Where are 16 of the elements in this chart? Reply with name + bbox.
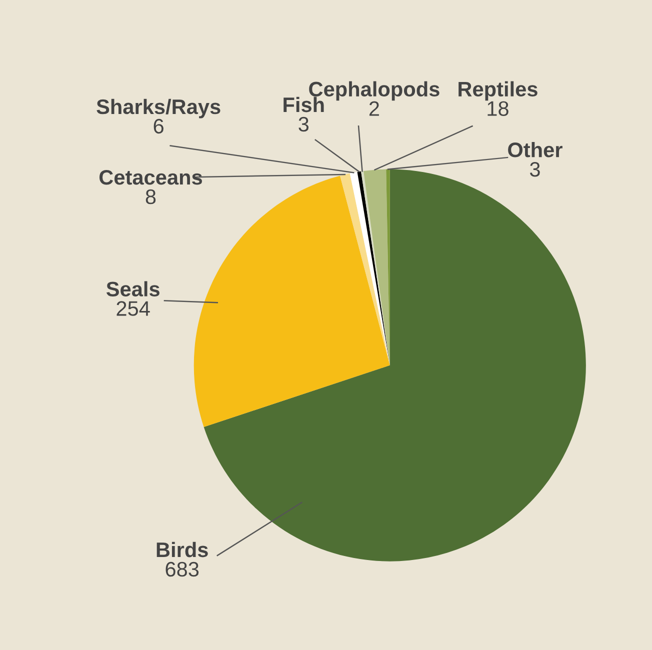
slice-label: Seals — [106, 281, 160, 296]
slice-label: Sharks/Rays — [96, 98, 220, 118]
data-label: 8 — [146, 189, 156, 204]
slice-label: Other — [508, 142, 562, 158]
pie-slice — [340, 173, 390, 366]
data-label: 18 — [488, 101, 508, 116]
slice-label: Reptiles — [458, 81, 538, 101]
data-label: 2 — [369, 101, 379, 116]
pie-slice — [350, 172, 390, 366]
data-label: 683 — [166, 562, 199, 577]
data-label: 254 — [116, 301, 150, 316]
slice-label: Cetaceans — [99, 170, 202, 185]
data-label: 3 — [530, 162, 540, 177]
slice-label: Birds — [156, 542, 208, 558]
data-label: 3 — [298, 116, 309, 132]
data-label: 6 — [154, 118, 164, 134]
